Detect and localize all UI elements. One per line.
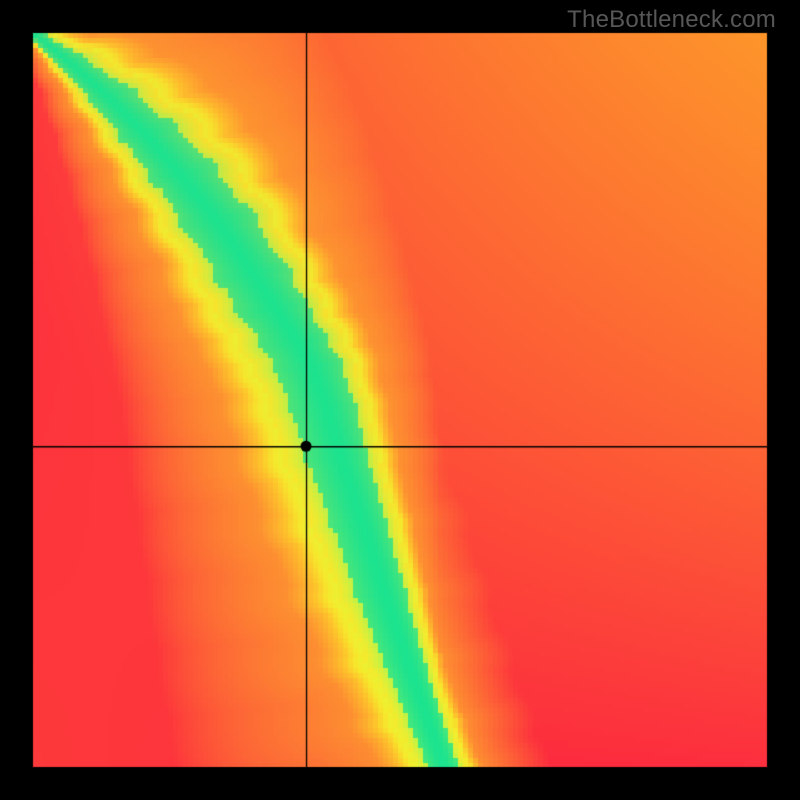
watermark-text: TheBottleneck.com (567, 6, 776, 34)
bottleneck-heatmap (0, 0, 800, 800)
chart-root: TheBottleneck.com (0, 0, 800, 800)
